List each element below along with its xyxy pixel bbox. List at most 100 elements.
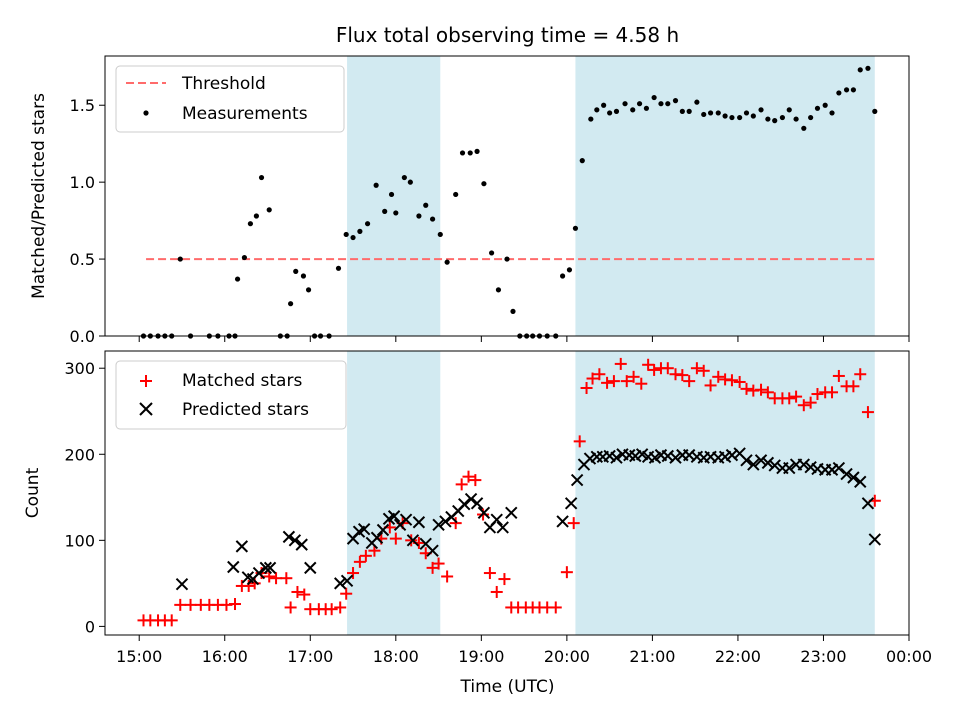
top-legend: Threshold Measurements [115,65,345,133]
predicted-star-point [263,561,277,575]
matched-star-point [389,532,402,545]
matched-star-point [783,392,796,405]
measurement-point [707,110,714,116]
matched-star-point [811,388,824,401]
matched-star-point [347,567,360,580]
matched-star-point [661,362,674,375]
matched-star-point [298,588,311,601]
measurement-point [601,102,607,108]
x-tick-label: 16:00 [202,647,248,666]
matched-star-point [359,549,372,562]
measurement-point [613,108,620,114]
measurement-point [814,105,821,111]
measurement-point [489,250,495,256]
matched-star-point [490,585,503,598]
top-y-ticks: 0.0 0.5 1.0 1.5 [70,96,105,346]
matched-star-point [712,370,725,383]
measurement-point [566,267,573,273]
measurement-point [793,116,799,122]
measurement-point [288,301,294,307]
matched-star-point [353,555,366,568]
matched-star-point [790,390,803,403]
measurement-point [779,114,786,121]
matched-star-point [229,598,242,611]
matched-star-point [405,534,418,547]
matched-star-point [280,572,293,585]
predicted-star-point [439,515,452,528]
measurement-point [343,231,349,238]
observing-window [575,56,875,336]
predicted-star-point [412,516,426,529]
predicted-star-point [399,513,413,526]
measurement-point [559,273,566,279]
matched-star-point [441,570,454,583]
measurement-point [765,116,771,122]
measurement-point [572,225,579,231]
measurement-point [801,125,807,131]
predicted-star-point [464,492,478,506]
matched-star-point [291,585,304,598]
matched-star-point [567,517,580,530]
measurement-point [335,265,342,271]
measurement-point [300,273,307,279]
predicted-star-point [783,461,796,475]
measurement-point [607,110,613,116]
predicted-star-point [861,497,875,510]
measurement-point [850,87,857,93]
predicted-star-point [840,467,853,481]
matched-star-point [325,603,338,616]
measurement-point [444,259,450,265]
top-x-ticks [138,336,910,342]
predicted-star-point [295,538,308,551]
measurement-point [305,287,312,293]
predicted-star-point [854,475,867,489]
matched-star-point [676,369,689,382]
top-legend-box [115,65,345,133]
legend-predicted-swatch [139,402,153,416]
predicted-star-points [175,447,881,591]
predicted-star-point [496,521,509,534]
measurement-point [350,234,356,241]
predicted-star-point [490,513,503,526]
matched-star-point [690,362,703,375]
matched-star-point [642,358,655,371]
matched-star-point [601,376,614,389]
matched-star-points [137,357,881,627]
bottom-axes-frame [104,350,910,636]
matched-star-point [847,380,860,393]
measurement-point [737,114,743,121]
predicted-star-point [505,506,518,520]
predicted-star-point [847,471,860,484]
measurement-point [643,105,650,111]
matched-star-point [826,386,839,399]
bottom-legend: Matched stars Predicted stars [115,360,347,430]
matched-star-point [761,386,774,399]
measurement-point [622,101,628,107]
y-tick-label: 200 [64,445,95,464]
measurement-point [694,99,700,105]
measurement-point [636,101,643,107]
measurement-point [474,148,480,154]
measurement-point [258,174,265,181]
measurement-point [401,174,407,181]
observing-window [347,351,441,635]
measurement-point [416,213,422,219]
x-tick-label: 21:00 [629,647,675,666]
measurement-point [504,256,510,262]
matched-star-point [462,470,475,483]
predicted-star-point [340,574,354,587]
x-axis-label: Time (UTC) [460,677,555,697]
measurement-point [658,101,664,107]
x-tick-label: 00:00 [886,647,932,666]
observing-window [347,56,441,336]
matched-star-point [586,372,599,385]
chart-title: Flux total observing time = 4.58 h [336,23,679,47]
matched-star-point [593,368,606,381]
bottom-x-ticks: 15:00 16:00 17:00 18:00 19:00 20:00 21:00 22:00… [116,635,932,666]
predicted-star-point [334,577,347,590]
measurement-point [857,67,863,73]
measurement-point [407,179,413,185]
measurement-point [253,213,259,219]
measurement-point [594,107,600,113]
